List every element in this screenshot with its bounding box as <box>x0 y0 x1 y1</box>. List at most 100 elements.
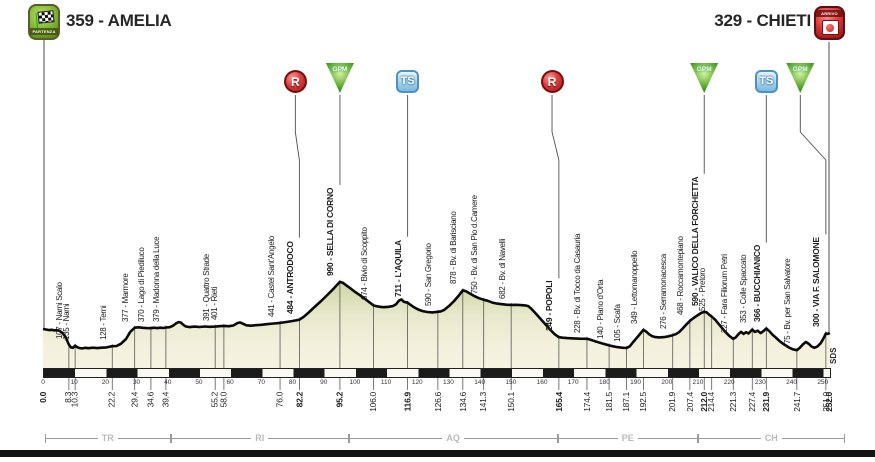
waypoint-label: 468 - Roccamontepiano <box>676 236 686 315</box>
axis-tick: 90 <box>320 379 328 386</box>
km-value-label: 227.4 <box>746 392 757 412</box>
km-value-label: 34.6 <box>145 392 156 408</box>
province-tick <box>843 434 845 443</box>
start-title: 359 - AMELIA <box>66 11 172 30</box>
province-segment-ri: RI <box>170 432 349 446</box>
bottom-black-bar <box>0 450 875 457</box>
waypoint-label: 990 - SELLA DI CORNO <box>325 187 336 276</box>
km-value-label: 39.4 <box>160 392 171 408</box>
sprint-ts-icon: TS <box>754 70 778 93</box>
profile-area <box>43 281 830 368</box>
km-value-label: 221.3 <box>727 392 738 412</box>
partenza-caption: PARTENZA <box>30 28 58 35</box>
km-value-label: 82.2 <box>293 392 304 408</box>
axis-tick: 100 <box>349 379 361 386</box>
waypoint-label: 353 - Colle Spaccato <box>738 255 748 324</box>
km-value-label: 181.5 <box>603 392 614 412</box>
waypoint-label: 750 - Bv. di San Pio d.Camere <box>470 195 480 294</box>
km-value-label: 174.4 <box>581 392 592 412</box>
axis-tick: 10 <box>70 379 78 386</box>
axis-tick: 50 <box>195 379 203 386</box>
axis-tick: 70 <box>257 379 265 386</box>
waypoint-label: 379 - Madonna della Luce <box>152 236 162 322</box>
km-value-label: 58.0 <box>218 392 229 408</box>
axis-tick: 200 <box>661 379 673 386</box>
axis-tick: 130 <box>443 379 454 386</box>
profile-line <box>42 280 831 352</box>
km-value-label: 0.0 <box>37 392 48 403</box>
km-value-label: 165.4 <box>553 392 564 412</box>
km-value-label: 116.9 <box>402 392 413 412</box>
waypoint-label: 300 - VIA F. SALOMONE <box>811 237 822 328</box>
axis-tick: 190 <box>630 379 642 386</box>
distance-scale-bar <box>43 368 831 378</box>
start-partenza-icon: PARTENZA <box>28 4 60 40</box>
waypoint-label: 75 - Bv. per San Salvatore <box>783 258 793 345</box>
waypoint-label: 441 - Castel Sant'Angelo <box>266 235 276 317</box>
axis-tick: 30 <box>132 379 141 386</box>
axis-tick: 230 <box>754 379 766 386</box>
axis-tick: 220 <box>723 379 735 386</box>
province-tick <box>170 434 172 443</box>
waypoint-label: 682 - Bv. di Navelli <box>497 238 507 299</box>
icon-connector-line <box>294 95 300 238</box>
km-value-label: 214.4 <box>706 392 717 412</box>
axis-tick: 250 <box>817 379 829 386</box>
axis-tick: 110 <box>380 379 392 386</box>
axis-tick: 60 <box>226 379 234 386</box>
province-code: CH <box>698 433 845 443</box>
province-tick <box>697 434 699 443</box>
axis-tick: 40 <box>164 379 172 386</box>
km-value-label: 126.6 <box>432 392 443 412</box>
waypoint-label: 276 - Serramonacesca <box>659 254 669 330</box>
province-code: RI <box>171 433 349 443</box>
km-value-label: 252.0 <box>823 392 834 412</box>
province-segment-tr: TR <box>44 432 171 446</box>
waypoint-label: 370 - Lago di Piediluco <box>137 247 147 323</box>
province-code: TR <box>45 433 171 443</box>
axis-tick: 20 <box>101 379 109 386</box>
waypoint-label: 674 - Bivio di Scoppito <box>360 226 370 300</box>
waypoint-label: 878 - Bv. di Barisciano <box>449 211 459 285</box>
checkered-flag-icon <box>37 10 55 24</box>
waypoint-label: 349 - Lettomanoppello <box>629 250 639 324</box>
province-tick <box>44 434 46 443</box>
icon-connector-line <box>799 95 827 235</box>
axis-tick: 0 <box>41 379 45 386</box>
province-tick <box>348 434 350 443</box>
km-value-label: 76.0 <box>274 392 285 408</box>
waypoint-label: 135 - Narni <box>61 303 71 340</box>
waypoint-label: 401 - Rieti <box>210 286 220 320</box>
province-segment-pe: PE <box>557 432 698 446</box>
waypoint-label: 377 - Marmore <box>121 273 131 322</box>
km-value-label: 241.7 <box>791 392 802 412</box>
feed-zone-r-icon: R <box>283 70 307 93</box>
province-segment-ch: CH <box>697 432 845 446</box>
waypoint-label: 249 - POPOLI <box>544 280 555 332</box>
waypoint-label: 128 - Terni <box>98 305 108 341</box>
km-value-label: 134.6 <box>457 392 468 412</box>
waypoint-label: 366 - BUCCHIANICO <box>751 245 762 323</box>
axis-tick: 210 <box>692 379 704 386</box>
finish-banner-icon <box>822 20 839 35</box>
axis-tick: 120 <box>411 379 423 386</box>
province-tick <box>696 434 698 443</box>
axis-tick: 170 <box>567 379 579 386</box>
waypoint-label: 227 - Fara Filiorum Petri <box>719 254 729 333</box>
waypoint-label: 711 - L'AQUILA <box>393 239 404 297</box>
km-value-label: 187.1 <box>621 392 632 412</box>
province-tick <box>169 434 171 443</box>
km-value-label: 150.1 <box>505 392 516 412</box>
province-tick <box>347 434 349 443</box>
km-value-label: 106.0 <box>368 392 379 412</box>
axis-tick: 80 <box>288 379 297 386</box>
axis-tick: 240 <box>786 379 797 386</box>
km-value-label: 22.2 <box>106 392 117 408</box>
province-code: PE <box>558 433 698 443</box>
km-value-label: 95.2 <box>334 392 345 408</box>
waypoint-label: 484 - ANTRODOCO <box>284 241 295 314</box>
province-tick <box>556 434 558 443</box>
province-segment-aq: AQ <box>348 432 558 446</box>
axis-tick: 180 <box>598 379 610 386</box>
province-code: AQ <box>349 433 558 443</box>
